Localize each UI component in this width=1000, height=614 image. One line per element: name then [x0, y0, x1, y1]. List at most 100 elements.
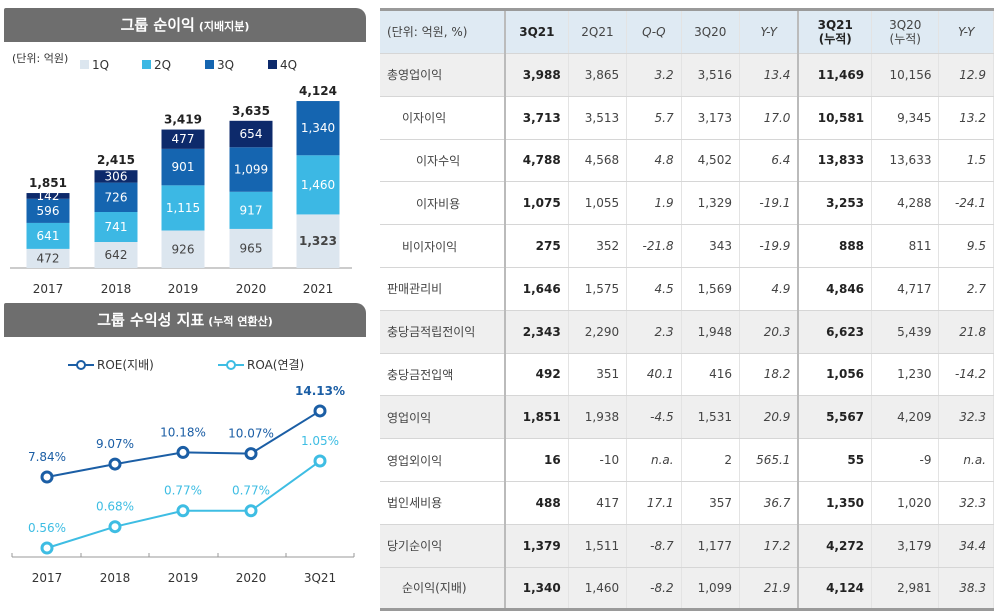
line-x-tick: 2019: [168, 571, 199, 585]
row-label: 당기순이익: [380, 524, 506, 568]
bar-2019-2Q: [161, 185, 205, 231]
bar-label: 306: [105, 169, 128, 183]
bar-label: 142: [37, 189, 60, 203]
table-cell: 12.9: [938, 53, 994, 97]
bar-x-tick: 2018: [101, 282, 132, 296]
table-cell: 1,075: [505, 181, 569, 226]
table-cell: 17.0: [739, 96, 800, 140]
bar-label: 901: [172, 160, 195, 174]
table-cell: 1,460: [568, 567, 628, 611]
bar-x-tick: 2019: [168, 282, 199, 296]
column-header: 3Q20: [681, 9, 740, 54]
row-label: 영업외이익: [380, 438, 506, 482]
bar-x-tick: 2021: [303, 282, 334, 296]
table-cell: 10,581: [798, 96, 873, 140]
legend-swatch-4Q: [268, 60, 277, 69]
table-row: 이자이익 3,713 3,513 5.7 3,173 17.0 10,581 9,345 13.…: [380, 96, 994, 140]
table-cell: 565.1: [739, 438, 800, 482]
table-cell: 1,646: [505, 267, 569, 311]
table-cell: 1,511: [568, 524, 628, 568]
row-label: 이자수익: [380, 139, 506, 183]
bar-total-label: 3,419: [164, 113, 202, 127]
table-cell: 488: [505, 481, 569, 525]
table-cell: 811: [871, 224, 940, 268]
bar-2019-3Q: [161, 148, 205, 186]
bar-total-label: 1,851: [29, 176, 67, 190]
table-cell: -24.1: [938, 181, 994, 226]
bar-label: 726: [105, 190, 128, 204]
table-cell: 1,340: [505, 567, 569, 611]
legend-label-4Q: 4Q: [280, 58, 297, 72]
table-cell: 6.4: [739, 139, 800, 183]
table-cell: 1,379: [505, 524, 569, 568]
table-cell: 1.9: [626, 181, 682, 226]
table-row: 비이자이익 275 352 -21.8 343 -19.9 888 811 9.5: [380, 224, 994, 268]
bar-total-label: 4,124: [299, 84, 337, 98]
bar-label: 1,340: [301, 121, 335, 135]
bar-2021-2Q: [296, 155, 340, 215]
table-cell: 351: [568, 353, 628, 397]
table-cell: 1,350: [798, 481, 873, 525]
bar-x-tick: 2020: [236, 282, 267, 296]
legend-marker: [226, 360, 236, 370]
row-label: 판매관리비: [380, 267, 506, 311]
bar-2018-1Q: [94, 242, 138, 268]
legend-label-2Q: 2Q: [154, 58, 171, 72]
line-x-tick: 2020: [236, 571, 267, 585]
table-cell: 17.1: [626, 481, 682, 525]
point-label: 9.07%: [96, 437, 134, 451]
table-cell: -8.2: [626, 567, 682, 611]
bar-2019-1Q: [161, 230, 205, 268]
table-header-row: (단위: 억원, %) 3Q21 2Q21 Q-Q 3Q20 Y-Y 3Q21 (누적) 3Q2…: [380, 9, 994, 54]
table-cell: 20.3: [739, 310, 800, 354]
column-header: (단위: 억원, %): [380, 9, 506, 54]
table-cell: 1,329: [681, 181, 740, 226]
table-cell: 6,623: [798, 310, 873, 354]
bar-label: 641: [37, 229, 60, 243]
legend-swatch-3Q: [205, 60, 214, 69]
table-cell: 1,055: [568, 181, 628, 226]
table-cell: 40.1: [626, 353, 682, 397]
column-header: 3Q21 (누적): [798, 9, 873, 54]
legend-label-roe: ROE(지배): [97, 358, 154, 372]
point-label: 10.18%: [160, 425, 206, 439]
table-cell: 4,272: [798, 524, 873, 568]
table-cell: 4.5: [626, 267, 682, 311]
point-2017: [40, 541, 54, 555]
bar-2018-3Q: [94, 182, 138, 212]
line-x-tick: 3Q21: [304, 571, 336, 585]
table-cell: -21.8: [626, 224, 682, 268]
table-cell: 1,938: [568, 395, 628, 440]
table-cell: 4,209: [871, 395, 940, 440]
bar-label: 596: [37, 204, 60, 218]
table-row: 판매관리비 1,646 1,575 4.5 1,569 4.9 4,846 4,717 2.7: [380, 267, 994, 311]
table-cell: 16: [505, 438, 569, 482]
legend-marker: [76, 360, 86, 370]
table-cell: 9,345: [871, 96, 940, 140]
bar-total-label: 3,635: [232, 104, 270, 118]
row-label: 이자비용: [380, 181, 506, 226]
table-cell: 1,948: [681, 310, 740, 354]
line-chart-subtitle: (누적 연환산): [208, 315, 273, 328]
row-label: 충당금전입액: [380, 353, 506, 397]
table-cell: 34.4: [938, 524, 994, 568]
table-cell: 1,569: [681, 267, 740, 311]
table-cell: 21.9: [739, 567, 800, 611]
point-label: 0.68%: [96, 500, 134, 514]
row-label: 법인세비용: [380, 481, 506, 525]
table-cell: -19.9: [739, 224, 800, 268]
table-cell: 38.3: [938, 567, 994, 611]
table-row: 충당금전입액 492 351 40.1 416 18.2 1,056 1,230 -14.2: [380, 353, 994, 397]
unit-note: (단위: 억원): [12, 52, 69, 65]
table-cell: 275: [505, 224, 569, 268]
table-cell: 2: [681, 438, 740, 482]
table-cell: -8.7: [626, 524, 682, 568]
table-cell: 13,833: [798, 139, 873, 183]
bar-label: 1,099: [234, 163, 268, 177]
table-cell: -14.2: [938, 353, 994, 397]
table-cell: 357: [681, 481, 740, 525]
column-header: 3Q20 (누적): [871, 9, 940, 54]
bar-label: 477: [172, 132, 195, 146]
table-cell: 2.7: [938, 267, 994, 311]
bar-2020-3Q: [229, 147, 273, 192]
